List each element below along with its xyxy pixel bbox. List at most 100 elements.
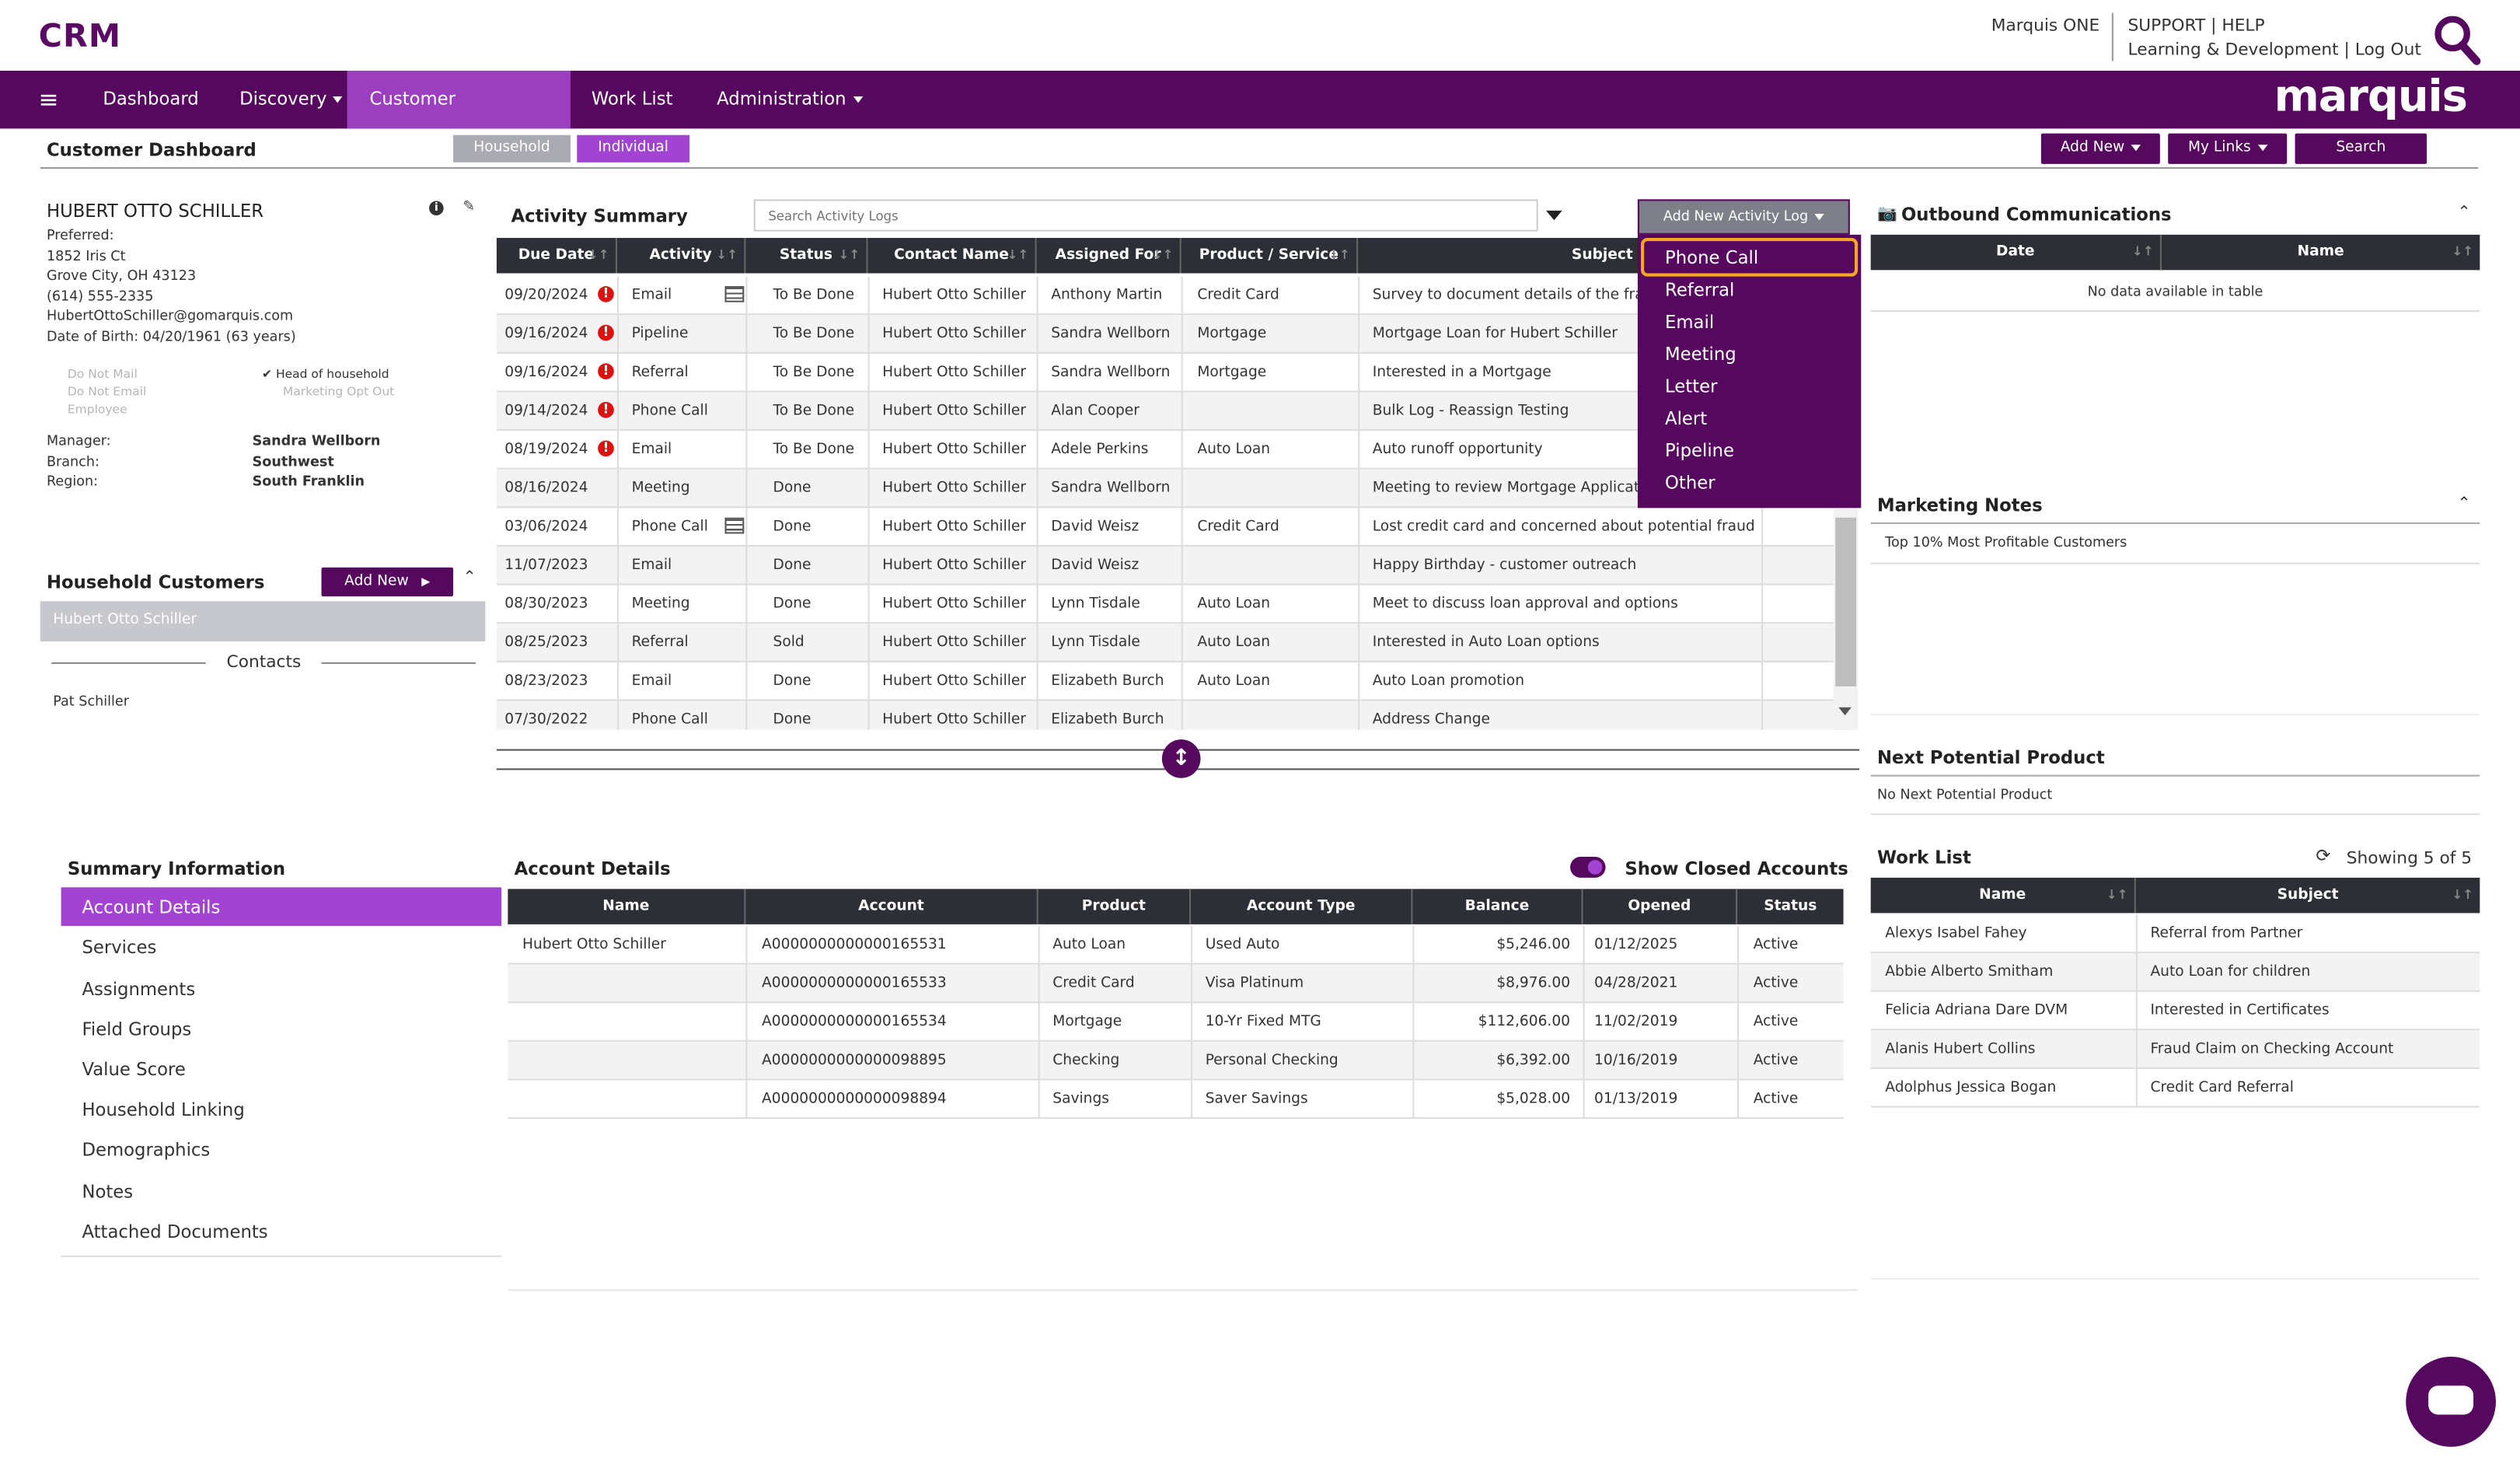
help-link[interactable]: HELP [2222,16,2265,36]
edit-icon[interactable]: ✎ [462,199,476,216]
table-row[interactable]: 09/16/2024! Pipeline To Be Done Hubert Otto… [496,315,1834,354]
col-balance[interactable]: Balance [1412,889,1583,924]
summary-household-linking[interactable]: Household Linking [82,1099,245,1121]
col-assigned-for[interactable]: Assigned For ↓↑ [1037,238,1181,274]
add-new-button[interactable]: Add New [2040,133,2160,164]
col-product[interactable]: Product [1038,889,1192,924]
table-row[interactable]: 08/19/2024! Email To Be Done Hubert Otto Sc… [496,431,1834,470]
marquis-one-link[interactable]: Marquis ONE [1991,16,2100,36]
table-row[interactable]: Felicia Adriana Dare DVM Interested in Ce… [1870,991,2480,1031]
dropdown-referral[interactable]: Referral [1665,279,1735,301]
col-subject[interactable]: Subject ↓↑ [2136,878,2480,913]
summary-attached-documents[interactable]: Attached Documents [82,1221,268,1243]
learning-link[interactable]: Learning & Development [2127,40,2339,60]
support-link[interactable]: SUPPORT [2127,16,2206,36]
household-toggle[interactable]: Household [453,135,571,162]
resize-handle-icon[interactable]: ↕ [1161,739,1201,778]
add-new-activity-log-button[interactable]: Add New Activity Log [1637,199,1850,235]
table-row[interactable]: 03/06/2024 Phone Call Done Hubert Otto Schi… [496,508,1834,547]
col-product-service[interactable]: Product / Service ↓↑ [1181,238,1359,274]
divider [1038,1003,1040,1042]
col-name[interactable]: Name ↓↑ [1871,877,2136,914]
divider [867,662,870,701]
refresh-icon[interactable]: ⟳ [2316,845,2331,867]
table-row[interactable]: Hubert Otto Schiller A0000000000000165531… [508,925,1844,965]
collapse-icon[interactable]: ⌃ [2457,204,2471,222]
nav-administration[interactable]: Administration [717,71,863,128]
contact-item[interactable]: Pat Schiller [53,694,129,711]
dropdown-pipeline[interactable]: Pipeline [1665,440,1735,462]
col-status[interactable]: Status ↓↑ [745,238,868,274]
table-row[interactable]: 07/30/2022 Phone Call Done Hubert Otto Schi… [496,701,1834,730]
dropdown-meeting[interactable]: Meeting [1665,344,1736,365]
col-date[interactable]: Date ↓↑ [1871,234,2162,271]
col-name[interactable]: Name ↓↑ [2162,235,2480,270]
collapse-icon[interactable]: ⌃ [462,568,476,587]
cell-product: Mortgage [1197,365,1267,382]
table-row[interactable]: Abbie Alberto Smitham Auto Loan for child… [1870,953,2480,992]
divider [616,469,620,508]
summary-field-groups[interactable]: Field Groups [82,1019,192,1040]
hamburger-menu-icon[interactable]: ≡ [38,85,59,114]
table-row[interactable]: 08/25/2023 Referral Sold Hubert Otto Schill… [496,624,1834,662]
dropdown-email[interactable]: Email [1665,312,1715,333]
dropdown-letter[interactable]: Letter [1665,376,1718,397]
nav-dashboard[interactable]: Dashboard [103,88,199,110]
dropdown-other[interactable]: Other [1665,472,1715,494]
household-member-selected[interactable]: Hubert Otto Schiller [40,601,486,641]
search-button[interactable]: Search [2295,133,2428,164]
summary-assignments[interactable]: Assignments [82,979,196,1001]
col-activity[interactable]: Activity ↓↑ [617,238,746,274]
nav-discovery[interactable]: Discovery [239,71,344,128]
nav-customer-dashboard[interactable]: Customer Dashboard [347,70,571,167]
my-links-button[interactable]: My Links [2168,133,2288,164]
table-row[interactable]: A0000000000000165534 Mortgage 10-Yr Fixed … [508,1003,1844,1042]
filter-dropdown-icon[interactable] [1546,210,1562,221]
col-status[interactable]: Status [1764,898,1817,915]
table-row[interactable]: 08/30/2023 Meeting Done Hubert Otto Schille… [496,585,1834,624]
chat-button[interactable] [2406,1357,2496,1447]
col-contact-name[interactable]: Contact Name ↓↑ [868,238,1037,274]
table-row[interactable]: 09/14/2024! Phone Call To Be Done Hubert Ot… [496,392,1834,432]
col-due-date[interactable]: Due Date ↓↑ [497,238,617,274]
household-add-new-button[interactable]: Add New ▶ [321,567,454,597]
table-row[interactable]: 09/20/2024! Email To Be Done Hubert Otto Sc… [496,276,1834,316]
table-row[interactable]: Alanis Hubert Collins Fraud Claim on Chec… [1870,1030,2480,1069]
dropdown-phone-call[interactable]: Phone Call [1665,247,1759,269]
col-account-type[interactable]: Account Type [1191,889,1413,924]
summary-account-details[interactable]: Account Details [82,896,221,918]
table-row[interactable]: A0000000000000098895 Checking Personal Che… [508,1041,1844,1081]
table-row[interactable]: A0000000000000098894 Savings Saver Savings… [508,1080,1844,1120]
message-icon[interactable] [724,517,745,534]
table-row[interactable]: 11/07/2023 Email Done Hubert Otto Schiller D… [496,546,1834,585]
message-icon[interactable] [724,286,745,302]
divider [1036,353,1038,393]
summary-services[interactable]: Services [82,937,157,959]
table-row[interactable]: Alexys Isabel Fahey Referral from Partner [1870,914,2480,954]
show-closed-toggle[interactable] [1570,857,1606,878]
individual-toggle[interactable]: Individual [577,135,690,162]
col-account[interactable]: Account [745,889,1038,924]
search-icon[interactable] [2433,15,2481,66]
table-row[interactable]: 08/16/2024 Meeting Done Hubert Otto Schille… [496,469,1834,508]
table-row[interactable]: 08/23/2023 Email Done Hubert Otto Schiller E… [496,662,1834,701]
email[interactable]: HubertOttoSchiller@gomarquis.com [46,308,294,325]
summary-demographics[interactable]: Demographics [82,1139,211,1161]
scroll-down-icon[interactable] [1838,707,1852,716]
divider [1181,431,1183,470]
table-row[interactable]: 09/16/2024! Referral To Be Done Hubert Otto… [496,353,1834,393]
col-name[interactable]: Name [508,889,746,924]
col-subject[interactable]: Subject [1571,247,1633,264]
scrollbar-thumb[interactable] [1835,517,1857,687]
activity-search-input[interactable] [753,199,1538,232]
col-opened[interactable]: Opened [1583,889,1738,924]
summary-notes[interactable]: Notes [82,1181,134,1203]
table-row[interactable]: Adolphus Jessica Bogan Credit Card Referr… [1870,1068,2480,1108]
nav-work-list[interactable]: Work List [591,88,673,110]
table-row[interactable]: A0000000000000165533 Credit Card Visa Plat… [508,964,1844,1004]
summary-value-score[interactable]: Value Score [82,1059,186,1081]
collapse-icon[interactable]: ⌃ [2457,494,2471,513]
info-icon[interactable]: i [429,201,444,216]
logout-link[interactable]: Log Out [2354,40,2421,60]
dropdown-alert[interactable]: Alert [1665,408,1708,430]
